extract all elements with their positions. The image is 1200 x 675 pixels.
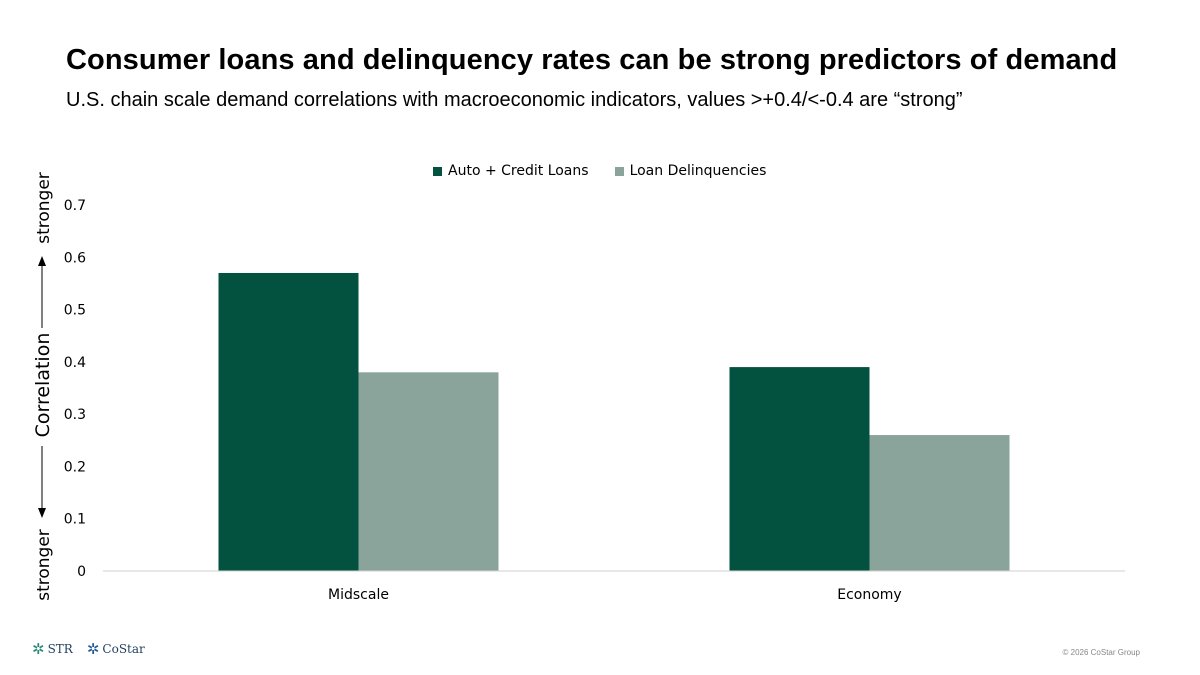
legend-item-delinquencies: Loan Delinquencies: [614, 163, 767, 179]
str-logo-icon: ✲: [32, 640, 45, 658]
bar-auto-credit-economy: [729, 367, 870, 571]
page-title: Consumer loans and delinquency rates can…: [66, 44, 1118, 76]
legend-swatch-auto-credit: [433, 166, 442, 176]
y-tick-label: 0.3: [64, 407, 86, 423]
legend-label-delinquencies: Loan Delinquencies: [629, 163, 767, 179]
y-axis-label-bottom: stronger: [34, 529, 54, 601]
bar-delinquencies-midscale: [358, 372, 499, 571]
arrow-down-icon: [38, 508, 46, 518]
y-tick-label: 0.6: [64, 250, 86, 266]
y-tick-label: 0.7: [64, 198, 86, 214]
y-tick-label: 0.5: [64, 303, 86, 319]
bar-delinquencies-economy: [869, 435, 1010, 571]
y-axis-label-middle: Correlation: [32, 333, 54, 438]
legend-swatch-delinquencies: [614, 166, 624, 176]
footer-logos: ✲ STR ✲ CoStar: [32, 640, 159, 658]
legend-label-auto-credit: Auto + Credit Loans: [448, 163, 589, 179]
y-tick-label: 0: [77, 564, 86, 580]
bar-auto-credit-midscale: [218, 272, 359, 571]
str-logo-text: STR: [47, 642, 73, 656]
costar-logo-text: CoStar: [102, 642, 145, 656]
y-tick-label: 0.4: [64, 355, 86, 371]
chart-legend: Auto + Credit Loans Loan Delinquencies: [433, 163, 792, 179]
arrow-up-icon: [38, 256, 46, 266]
x-tick-label: Economy: [837, 587, 901, 603]
copyright-text: © 2026 CoStar Group: [1062, 648, 1141, 657]
x-tick-label: Midscale: [328, 587, 389, 603]
y-axis-label-top: stronger: [34, 172, 54, 244]
page-subtitle: U.S. chain scale demand correlations wit…: [66, 89, 963, 111]
y-tick-label: 0.1: [64, 512, 86, 528]
legend-item-auto-credit: Auto + Credit Loans: [433, 163, 589, 179]
costar-logo-icon: ✲: [86, 640, 100, 658]
y-tick-label: 0.2: [64, 459, 86, 475]
